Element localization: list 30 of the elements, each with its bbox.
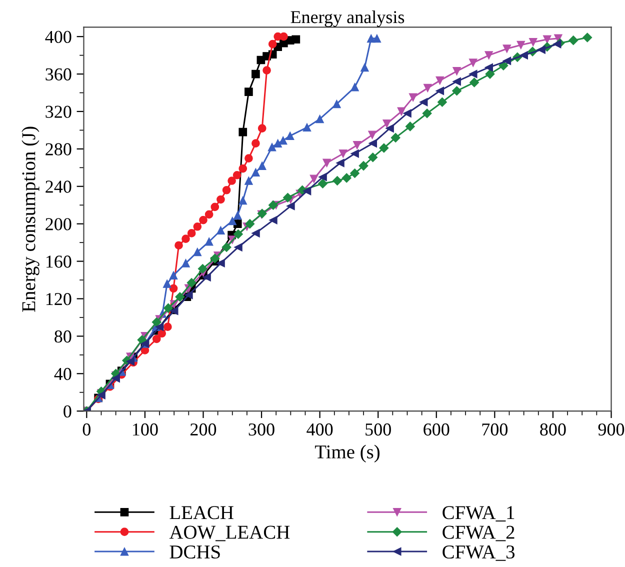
y-tick-label: 280 <box>46 143 72 156</box>
legend-label: CFWA_3 <box>442 545 515 561</box>
y-tick-label: 400 <box>45 30 72 44</box>
y-tick-label: 320 <box>46 106 72 118</box>
y-tick-label: 160 <box>46 256 72 268</box>
y-tick-label: 0 <box>64 405 72 418</box>
y-tick-label: 80 <box>54 330 72 343</box>
y-tick-label: 360 <box>46 68 72 80</box>
y-tick-label: 200 <box>46 218 72 230</box>
legend-label: CFWA_2 <box>442 526 514 542</box>
x-tick-label: 200 <box>190 423 216 436</box>
y-tick-label: 240 <box>46 180 72 193</box>
x-tick-label: 400 <box>306 423 333 436</box>
chart-title: Energy analysis <box>290 10 404 27</box>
y-tick-label: 120 <box>46 292 72 306</box>
x-tick-label: 800 <box>540 423 566 436</box>
legend-label: LEACH <box>170 506 234 520</box>
legend-label: AOW_LEACH <box>169 526 290 542</box>
x-tick-label: 900 <box>598 423 624 436</box>
y-axis-title: Energy consumption (J) <box>22 126 40 312</box>
x-tick-label: 100 <box>133 423 158 436</box>
x-tick-label: 0 <box>82 423 90 436</box>
legend-label: CFWA_1 <box>442 506 514 522</box>
x-axis-title: Time (s) <box>314 444 380 462</box>
x-tick-label: 600 <box>424 423 450 436</box>
legend-label: DCHS <box>170 545 220 559</box>
x-tick-label: 700 <box>482 423 508 436</box>
y-tick-label: 40 <box>54 368 72 380</box>
x-tick-label: 300 <box>248 423 274 436</box>
x-tick-label: 500 <box>366 423 391 436</box>
